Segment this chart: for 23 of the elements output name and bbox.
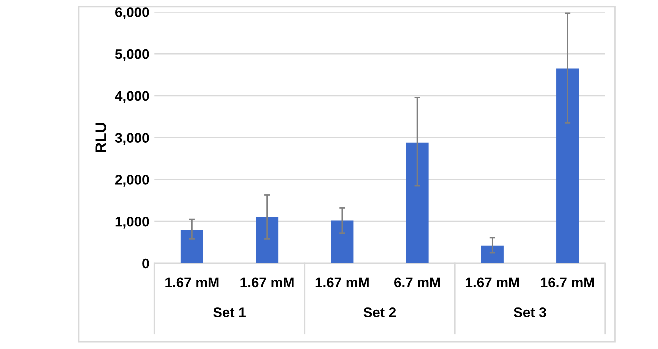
text: Set 3 <box>514 308 546 318</box>
y-tick-label: 0 <box>142 258 150 269</box>
bar <box>406 142 429 264</box>
x-tick-label: 16.7 mM <box>541 278 594 288</box>
y-tick-label: 2,000 <box>116 175 150 187</box>
y-tick-label: 3,000 <box>115 133 150 146</box>
text: Set 2 <box>364 308 396 318</box>
bar <box>180 230 204 264</box>
y-tick-label: 1,000 <box>116 216 150 229</box>
y-axis-title: RLU <box>96 123 106 153</box>
bar <box>556 68 580 264</box>
bar <box>256 217 279 264</box>
x-tick-label: 1.67 mM <box>466 278 520 288</box>
x-tick-label: 6.7 mM <box>394 278 440 288</box>
bar <box>481 246 504 264</box>
x-tick-label: 1.67 mM <box>316 278 369 288</box>
y-tick-label: 6,000 <box>116 8 150 20</box>
x-tick-label: 1.67 mM <box>240 278 294 288</box>
y-tick-label: 4,000 <box>115 91 150 104</box>
text: Set 1 <box>214 308 246 318</box>
bar <box>331 220 354 264</box>
y-tick-label: 5,000 <box>115 49 150 62</box>
x-tick-label: 1.67 mM <box>166 278 219 288</box>
